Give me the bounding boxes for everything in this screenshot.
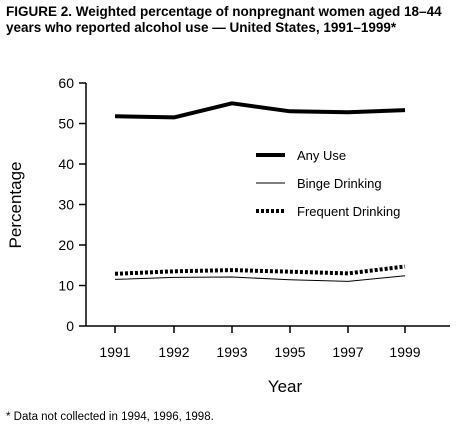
y-tick-label: 40 [58,156,74,172]
x-axis-ticks: 1991 1992 1993 1995 1997 1999 [99,326,421,360]
legend-label: Any Use [297,148,346,163]
x-axis-title: Year [268,377,303,396]
y-tick-label: 10 [58,278,74,294]
y-tick-label: 30 [58,197,74,213]
footnote: * Data not collected in 1994, 1996, 1998… [6,411,214,423]
y-axis-ticks: 0 10 20 30 40 50 60 [58,75,86,334]
y-tick-label: 0 [66,318,74,334]
y-axis-title: Percentage [6,162,25,249]
chart-series [114,101,406,282]
figure-title: FIGURE 2. Weighted percentage of nonpreg… [6,4,442,35]
chart-legend: Any Use Binge Drinking Frequent Drinking [256,148,400,219]
y-tick-label: 60 [58,75,74,91]
x-tick-label: 1991 [99,344,130,360]
legend-label: Binge Drinking [297,176,382,191]
series-line-binge-drinking [114,275,406,282]
x-tick-label: 1997 [332,344,363,360]
series-line-any-use [114,101,406,120]
y-tick-label: 50 [58,116,74,132]
series-line-frequent-drinking [114,264,406,276]
y-tick-label: 20 [58,237,74,253]
x-tick-label: 1995 [274,344,305,360]
x-tick-label: 1999 [389,344,420,360]
legend-label: Frequent Drinking [297,204,400,219]
x-tick-label: 1993 [216,344,247,360]
x-tick-label: 1992 [158,344,189,360]
